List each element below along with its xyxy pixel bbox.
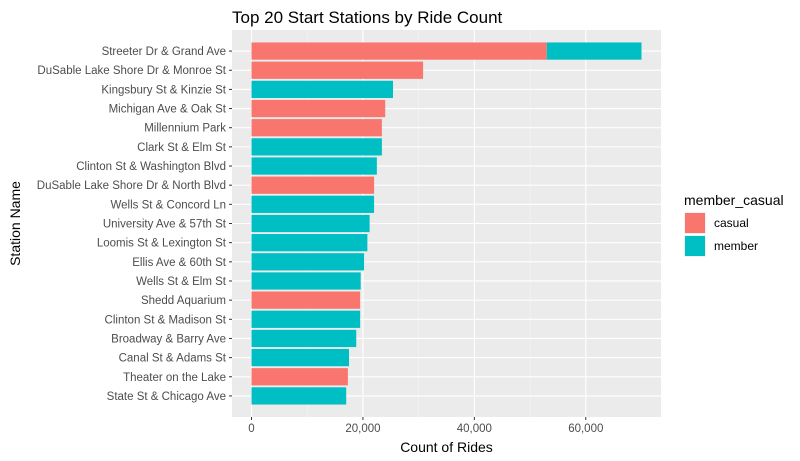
- bar-member: [251, 348, 349, 367]
- legend-swatch-member: [685, 236, 705, 256]
- x-tick-label: 60,000: [568, 423, 603, 435]
- bar-casual: [251, 42, 547, 60]
- x-tick-label: 40,000: [457, 423, 492, 435]
- bar-member: [251, 272, 361, 290]
- bar-casual: [251, 119, 382, 137]
- y-axis-title: Station Name: [7, 181, 23, 266]
- legend-label-casual: casual: [714, 216, 749, 230]
- bar-member: [251, 310, 361, 328]
- legend-label-member: member: [714, 239, 758, 253]
- bars: [251, 42, 642, 405]
- y-tick-label: Loomis St & Lexington St: [97, 238, 227, 250]
- bar-casual: [251, 291, 361, 309]
- y-tick-label: Clinton St & Washington Blvd: [76, 161, 226, 173]
- x-axis-ticks: 0 20,000 40,000 60,000: [248, 417, 603, 435]
- y-tick-label: Broadway & Barry Ave: [111, 333, 226, 345]
- legend-swatch-casual: [685, 213, 705, 233]
- y-tick-label: Clark St & Elm St: [137, 142, 227, 154]
- legend: member_casual casual member: [684, 192, 784, 257]
- y-tick-label: Ellis Ave & 60th St: [132, 257, 227, 269]
- bar-member: [251, 157, 377, 175]
- bar-member: [251, 138, 382, 156]
- y-tick-label: Michigan Ave & Oak St: [109, 104, 227, 116]
- x-tick-label: 0: [248, 423, 254, 435]
- y-tick-label: Kingsbury St & Kinzie St: [101, 84, 226, 96]
- y-tick-label: University Ave & 57th St: [103, 219, 227, 231]
- bar-member: [251, 329, 357, 348]
- bar-casual: [251, 368, 348, 386]
- y-tick-label: State St & Chicago Ave: [107, 391, 226, 403]
- x-tick-label: 20,000: [345, 423, 380, 435]
- legend-title: member_casual: [684, 192, 784, 208]
- bar-member: [251, 234, 368, 252]
- y-tick-label: Millennium Park: [144, 123, 226, 135]
- bar-member: [251, 195, 375, 213]
- y-tick-label: Canal St & Adams St: [119, 353, 227, 365]
- bar-member: [546, 42, 642, 60]
- bar-casual: [251, 176, 375, 194]
- y-tick-label: Wells St & Elm St: [136, 276, 227, 288]
- y-tick-label: Wells St & Concord Ln: [111, 199, 226, 211]
- x-axis-title: Count of Rides: [400, 439, 493, 455]
- bar-member: [251, 387, 347, 405]
- y-tick-label: Theater on the Lake: [123, 372, 226, 384]
- y-tick-label: Shedd Aquarium: [141, 295, 226, 307]
- bar-casual: [251, 99, 386, 118]
- bar-casual: [251, 61, 424, 79]
- y-tick-label: Clinton St & Madison St: [105, 314, 227, 326]
- bar-member: [251, 80, 394, 99]
- bar-member: [251, 253, 365, 271]
- chart-title: Top 20 Start Stations by Ride Count: [232, 8, 503, 27]
- y-tick-label: Streeter Dr & Grand Ave: [102, 46, 226, 58]
- y-tick-label: DuSable Lake Shore Dr & North Blvd: [37, 180, 226, 192]
- y-axis-ticks: Streeter Dr & Grand Ave DuSable Lake Shor…: [37, 46, 232, 403]
- bar-member: [251, 214, 370, 233]
- y-tick-label: DuSable Lake Shore Dr & Monroe St: [37, 65, 226, 77]
